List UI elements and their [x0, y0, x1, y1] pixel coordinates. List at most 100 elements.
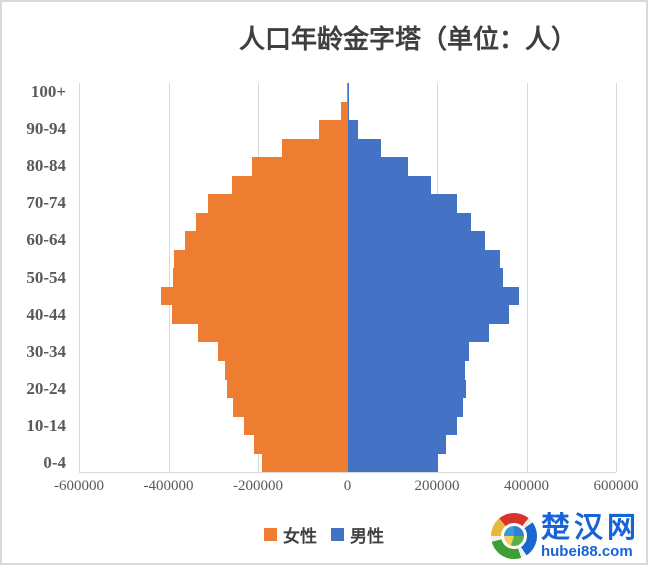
gridline	[79, 83, 80, 472]
bar-female-30-34	[218, 342, 348, 361]
bar-female-60-64	[185, 231, 348, 250]
bar-male-45-49	[347, 286, 519, 306]
legend-female-label: 女性	[283, 527, 317, 546]
x-tick-label: -600000	[54, 478, 104, 494]
bar-male-35-39	[347, 323, 489, 343]
gridline	[168, 83, 170, 472]
bar-row-25-29	[79, 360, 616, 380]
y-tick-label: 20-24	[26, 378, 66, 398]
bar-row-20-24	[79, 379, 616, 399]
bar-male-55-59	[347, 249, 500, 269]
female-swatch-icon	[264, 528, 277, 541]
bar-row-85-89	[79, 138, 616, 158]
bar-male-90-94	[347, 120, 358, 139]
legend-item-male: 男性	[331, 522, 384, 547]
bar-male-20-24	[347, 379, 466, 399]
bar-female-0-4	[261, 453, 348, 473]
bar-row-95-99	[79, 101, 616, 121]
y-tick-label: 50-54	[26, 267, 66, 287]
bar-female-55-59	[173, 249, 348, 269]
x-tick-label: 200000	[414, 478, 460, 494]
bar-row-15-19	[79, 398, 616, 417]
hubei88-logo-icon	[490, 513, 537, 559]
bar-female-70-74	[208, 194, 348, 213]
bar-male-75-79	[347, 175, 432, 195]
bar-female-85-89	[282, 138, 348, 158]
site-watermark: 楚汉网 hubei88.com	[490, 511, 640, 560]
y-tick-label: 10-14	[26, 415, 66, 435]
bar-row-35-39	[79, 323, 616, 343]
chart-legend: 女性 男性	[2, 522, 646, 547]
y-axis-labels: 100+ 90-94 80-84 70-74 60-64 50-54 40-44 30-34 2…	[2, 82, 66, 472]
bar-male-80-84	[347, 157, 408, 176]
bar-male-65-69	[347, 212, 472, 232]
bar-female-65-69	[196, 212, 348, 232]
logo-site-name: 楚汉网	[540, 511, 640, 544]
bar-row-80-84	[79, 157, 616, 176]
legend-male-label: 男性	[350, 527, 384, 546]
bar-male-70-74	[347, 194, 458, 213]
x-tick-label: 0	[343, 478, 352, 494]
bar-row-5-9	[79, 435, 616, 454]
y-tick-label: 90-94	[26, 119, 66, 139]
bar-female-10-14	[243, 416, 348, 436]
bar-male-30-34	[347, 342, 470, 361]
bar-rows	[79, 83, 616, 473]
bar-female-15-19	[233, 398, 348, 417]
bar-female-20-24	[226, 379, 348, 399]
bar-row-40-44	[79, 305, 616, 324]
y-tick-label: 100+	[30, 82, 66, 102]
chart-title: 人口年龄金字塔（单位：人）	[238, 25, 578, 54]
plot-area	[79, 83, 617, 473]
bar-female-75-79	[231, 175, 348, 195]
bar-female-35-39	[198, 323, 348, 343]
bar-male-15-19	[347, 398, 463, 417]
y-tick-label: 60-64	[26, 230, 66, 250]
gridline	[526, 83, 528, 472]
bar-male-50-54	[347, 268, 503, 287]
bar-female-90-94	[318, 120, 348, 139]
bar-female-50-54	[172, 268, 348, 287]
bar-row-10-14	[79, 416, 616, 436]
bar-row-75-79	[79, 175, 616, 195]
bar-female-40-44	[172, 305, 348, 324]
y-tick-label: 40-44	[26, 304, 66, 324]
x-tick-label: 400000	[504, 478, 549, 494]
bar-male-60-64	[347, 231, 485, 250]
bar-female-45-49	[160, 286, 348, 306]
bar-row-50-54	[79, 268, 616, 287]
bar-male-5-9	[347, 435, 446, 454]
bar-female-25-29	[225, 360, 348, 380]
bar-row-55-59	[79, 249, 616, 269]
x-axis-labels: -600000 -400000 -200000 0 200000 400000 600000	[54, 478, 639, 498]
legend-item-female: 女性	[264, 522, 317, 547]
bar-male-40-44	[347, 305, 510, 324]
bar-female-80-84	[252, 157, 348, 176]
bar-female-100+	[346, 83, 348, 102]
logo-site-domain: hubei88.com	[540, 542, 633, 560]
bar-row-90-94	[79, 120, 616, 139]
bar-male-95-99	[347, 101, 350, 121]
y-tick-label: 80-84	[26, 156, 66, 176]
bar-male-85-89	[347, 138, 381, 158]
bar-row-0-4	[79, 453, 616, 473]
bar-male-10-14	[347, 416, 457, 436]
y-tick-label: 70-74	[26, 193, 66, 213]
bar-male-0-4	[347, 453, 439, 473]
y-tick-label: 30-34	[26, 341, 66, 361]
x-tick-label: 600000	[593, 478, 639, 494]
male-swatch-icon	[331, 528, 344, 541]
bar-row-60-64	[79, 231, 616, 250]
bar-female-5-9	[253, 435, 348, 454]
bar-male-25-29	[347, 360, 466, 380]
bar-row-70-74	[79, 194, 616, 213]
y-tick-label: 0-4	[43, 452, 66, 472]
bar-female-95-99	[340, 101, 348, 121]
x-tick-label: -400000	[143, 478, 194, 494]
x-tick-label: -200000	[233, 478, 283, 494]
bar-row-45-49	[79, 286, 616, 306]
bar-row-100+	[79, 83, 616, 102]
bar-row-65-69	[79, 212, 616, 232]
gridline	[616, 83, 617, 472]
